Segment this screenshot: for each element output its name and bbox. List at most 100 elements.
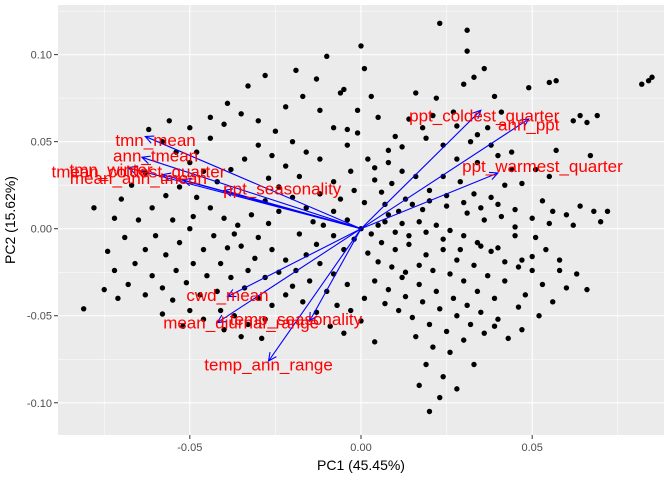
data-point [187, 226, 193, 232]
data-point [443, 203, 450, 209]
data-point [169, 297, 176, 303]
data-point [502, 278, 508, 284]
data-point [371, 165, 378, 171]
loading-labels: tmn_meanann_tmeantmn_wintertmean_coldest… [52, 107, 624, 375]
x-tick-label: 0.05 [521, 442, 542, 454]
data-point [361, 65, 368, 72]
data-point [228, 166, 234, 173]
data-point [402, 269, 409, 275]
data-point [508, 166, 515, 173]
data-point [584, 286, 590, 293]
data-point [399, 168, 405, 174]
data-point [166, 118, 172, 124]
data-point [461, 232, 467, 239]
data-point [395, 307, 402, 314]
data-point [176, 239, 183, 246]
data-point [276, 208, 282, 214]
loading-label-temp-ann-range: temp_ann_range [204, 355, 333, 374]
data-point [327, 323, 333, 329]
data-point [502, 182, 508, 188]
data-point [423, 229, 429, 235]
data-point [416, 219, 422, 225]
data-point [488, 194, 494, 201]
data-point [594, 112, 600, 119]
data-point [337, 196, 344, 202]
arrow-head [216, 314, 227, 324]
data-point [334, 302, 340, 309]
data-point [543, 246, 549, 253]
arrow-shaft [216, 228, 362, 324]
data-point [467, 321, 474, 328]
data-point [190, 260, 196, 267]
loading-arrow-temp-ann-range [267, 228, 362, 363]
arrow-shaft [360, 172, 499, 230]
data-point [440, 236, 446, 242]
data-point [303, 205, 309, 211]
data-point [238, 111, 244, 117]
data-point [378, 239, 385, 246]
data-point [413, 333, 419, 340]
data-point [645, 78, 652, 84]
data-point [313, 241, 320, 248]
data-point [413, 90, 419, 96]
data-point [584, 119, 590, 126]
data-point [358, 43, 364, 49]
data-point [577, 203, 583, 209]
data-point [385, 286, 392, 293]
data-point [197, 292, 203, 298]
data-point [406, 116, 412, 122]
loading-label-tmean-coldest-quarter: tmean_coldest_quarter [52, 162, 226, 181]
data-point [217, 260, 224, 267]
data-point [532, 234, 539, 241]
data-point [296, 173, 303, 180]
data-point [604, 208, 611, 214]
arrow-head [519, 118, 530, 128]
data-point [371, 339, 378, 345]
data-point [426, 408, 433, 415]
data-point [464, 48, 470, 54]
data-point [406, 241, 412, 248]
data-point [368, 93, 374, 100]
data-point [104, 248, 111, 255]
data-point [169, 217, 176, 223]
data-point [313, 76, 320, 82]
data-point [200, 246, 207, 253]
data-point [522, 292, 529, 298]
data-point [491, 323, 498, 329]
loading-label-ann-tmean: ann_tmean [113, 147, 198, 166]
loading-arrow-ppt-coldest-quarter [360, 109, 482, 230]
data-point [461, 199, 467, 206]
arrow-shaft [145, 135, 362, 230]
data-point [392, 229, 398, 235]
loading-arrow-cwd-mean [226, 228, 362, 298]
data-point [519, 326, 525, 333]
data-point [529, 253, 535, 260]
data-point [348, 307, 354, 314]
x-tick-label: 0.00 [350, 442, 371, 454]
arrow-head [222, 188, 234, 197]
data-point [269, 246, 275, 253]
data-point [450, 109, 457, 115]
y-tick-label: 0.00 [31, 224, 52, 236]
data-point [467, 138, 474, 145]
data-point [553, 147, 559, 154]
data-point [341, 86, 347, 93]
data-point [591, 208, 597, 214]
data-point [464, 27, 470, 33]
data-point [111, 215, 118, 221]
y-axis-title: PC2 (15.62%) [2, 176, 18, 264]
data-point [375, 259, 381, 265]
data-point [491, 93, 498, 100]
data-point [300, 299, 306, 305]
data-point [115, 295, 121, 302]
data-point [454, 123, 460, 129]
data-point [570, 118, 576, 124]
data-point [255, 142, 261, 148]
arrow-head [226, 289, 237, 298]
data-point [437, 306, 443, 312]
data-point [269, 302, 275, 309]
data-point [464, 210, 470, 216]
data-point [488, 248, 494, 255]
data-point [498, 213, 505, 220]
data-point [423, 135, 429, 141]
